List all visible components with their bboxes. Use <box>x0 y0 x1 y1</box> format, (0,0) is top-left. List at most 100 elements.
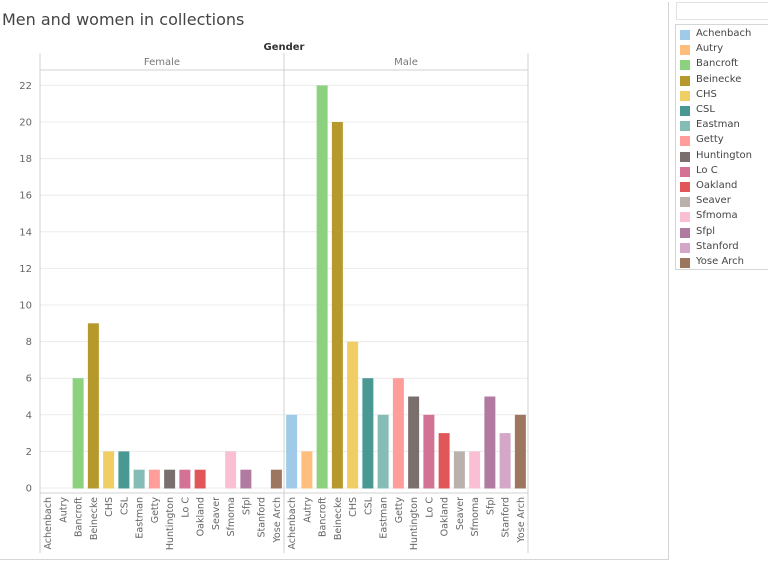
legend-label: Sfmoma <box>696 210 738 222</box>
x-tick-label: Sfpl <box>485 497 496 515</box>
bar-male-sfmoma[interactable] <box>469 451 481 489</box>
legend-label: Lo C <box>696 164 718 176</box>
legend-label: Huntington <box>696 149 752 161</box>
x-tick-label: Stanford <box>257 497 268 538</box>
legend-swatch <box>680 75 690 86</box>
x-tick-label: Sfmoma <box>470 497 481 537</box>
bar-male-csl[interactable] <box>362 378 374 489</box>
x-tick-label: Yose Arch <box>272 497 283 544</box>
bar-male-eastman[interactable] <box>377 414 389 489</box>
bar-female-bancroft[interactable] <box>72 378 84 489</box>
x-tick-label: Achenbach <box>287 497 298 550</box>
legend-swatch <box>680 121 690 132</box>
bar-female-sfmoma[interactable] <box>225 451 237 489</box>
legend-swatch <box>680 136 690 147</box>
legend-label: Oakland <box>696 180 738 191</box>
x-tick-label: Beinecke <box>89 497 100 540</box>
bar-male-seaver[interactable] <box>453 451 465 489</box>
bar-male-lo-c[interactable] <box>423 414 435 489</box>
legend-label: Seaver <box>696 195 731 207</box>
legend-swatch <box>680 30 690 40</box>
x-tick-label: Stanford <box>501 497 512 538</box>
y-tick-label: 8 <box>26 337 32 348</box>
y-tick-label: 2 <box>26 447 32 458</box>
bar-male-sfpl[interactable] <box>484 396 496 489</box>
y-tick-label: 12 <box>19 264 32 275</box>
legend-swatch <box>680 166 690 177</box>
bar-male-achenbach[interactable] <box>286 414 298 489</box>
worksheet-area <box>0 2 669 560</box>
x-tick-label: Oakland <box>196 497 207 536</box>
bar-female-huntington[interactable] <box>164 469 176 489</box>
bar-female-eastman[interactable] <box>133 469 145 489</box>
legend-header <box>676 2 768 20</box>
x-tick-label: Eastman <box>135 497 146 539</box>
y-tick-label: 10 <box>19 301 32 312</box>
bar-male-chs[interactable] <box>347 341 359 489</box>
bar-male-stanford[interactable] <box>499 433 511 489</box>
legend-swatch <box>680 151 690 162</box>
legend-swatch <box>680 242 690 253</box>
y-tick-label: 20 <box>19 118 32 129</box>
x-tick-label: Getty <box>394 497 405 524</box>
x-tick-label: Seaver <box>455 497 466 530</box>
column-header: Gender <box>264 42 305 53</box>
y-tick-label: 22 <box>19 81 32 92</box>
x-tick-label: CHS <box>348 497 359 517</box>
bar-chart: Gender 0 2 4 6 8 10 12 14 16 18 20 22 Female Achenbach… <box>19 42 529 553</box>
legend-swatch <box>680 227 690 238</box>
y-tick-label: 14 <box>19 227 32 238</box>
bar-female-chs[interactable] <box>103 451 115 489</box>
legend-swatch <box>680 90 690 101</box>
y-tick-label: 16 <box>19 191 32 202</box>
x-tick-label: Achenbach <box>43 497 54 550</box>
legend-label: Stanford <box>696 240 739 252</box>
x-tick-label: Lo C <box>180 497 191 518</box>
bar-male-autry[interactable] <box>301 451 313 489</box>
bar-female-beinecke[interactable] <box>87 323 99 489</box>
legend-swatch <box>680 45 690 56</box>
x-tick-label: Bancroft <box>318 497 329 537</box>
x-tick-label: Yose Arch <box>516 497 527 544</box>
bar-male-huntington[interactable] <box>408 396 420 489</box>
y-tick-label: 4 <box>26 410 32 421</box>
panel-label-female: Female <box>144 57 180 68</box>
legend-label: Beinecke <box>696 73 742 85</box>
bar-male-oakland[interactable] <box>438 433 450 489</box>
x-tick-label: Bancroft <box>74 497 85 537</box>
legend-label: Bancroft <box>696 58 739 70</box>
bar-male-yose-arch[interactable] <box>514 414 526 489</box>
x-tick-label: Seaver <box>211 497 222 530</box>
legend-swatch <box>680 212 690 223</box>
x-tick-label: Eastman <box>379 497 390 539</box>
x-tick-label: CHS <box>104 497 115 517</box>
y-tick-label: 6 <box>26 374 32 385</box>
bar-female-getty[interactable] <box>148 469 160 489</box>
bar-male-getty[interactable] <box>392 378 404 489</box>
legend-label: Autry <box>696 43 724 55</box>
y-tick-label: 18 <box>19 154 32 165</box>
bar-female-csl[interactable] <box>118 451 130 489</box>
x-tick-label: CSL <box>363 496 374 515</box>
legend-label: Sfpl <box>696 225 715 237</box>
bar-female-sfpl[interactable] <box>240 469 252 489</box>
x-tick-label: Autry <box>58 497 69 523</box>
x-tick-label: Huntington <box>409 497 420 550</box>
x-tick-label: Autry <box>302 497 313 523</box>
bar-female-lo-c[interactable] <box>179 469 191 489</box>
legend-swatch <box>680 197 690 208</box>
legend-swatch <box>680 106 690 116</box>
x-tick-label: Oakland <box>440 497 451 536</box>
color-legend[interactable]: Achenbach Autry Bancroft Beinecke CHS CSL East… <box>675 24 768 270</box>
bar-male-bancroft[interactable] <box>316 85 328 489</box>
legend-label: Yose Arch <box>696 256 745 267</box>
x-tick-label: Sfpl <box>241 497 252 515</box>
legend-label: Achenbach <box>696 28 752 39</box>
bar-male-beinecke[interactable] <box>331 122 343 489</box>
x-tick-label: Huntington <box>165 497 176 550</box>
y-tick-label: 0 <box>26 484 32 495</box>
bar-female-oakland[interactable] <box>194 469 206 489</box>
bar-female-yose-arch[interactable] <box>270 469 282 489</box>
x-tick-label: Getty <box>150 497 161 524</box>
